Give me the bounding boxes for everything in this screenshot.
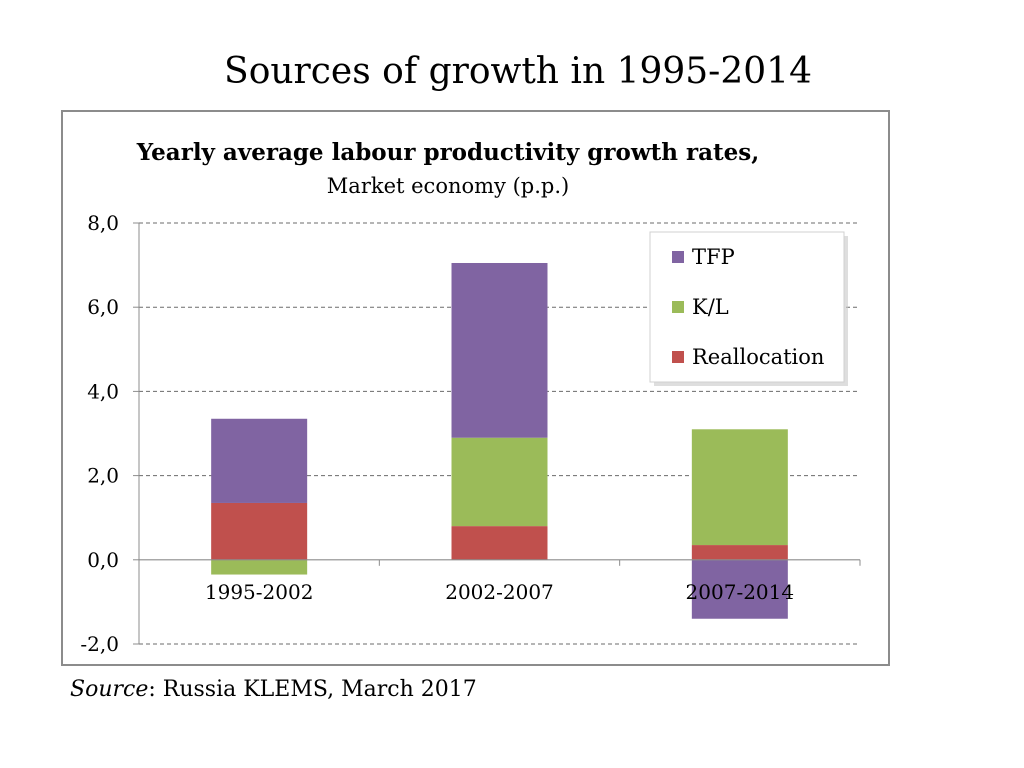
source-text: : Russia KLEMS, March 2017 — [148, 677, 477, 702]
x-tick-label: 1995-2002 — [205, 580, 314, 604]
stacked-bar-chart: Yearly average labour productivity growt… — [80, 139, 861, 656]
bar-reallocation-1 — [211, 502, 308, 560]
bar-reallocation-2 — [451, 526, 548, 560]
legend-label-reallocation: Reallocation — [692, 345, 824, 369]
bar-tfp-2 — [451, 262, 548, 438]
y-tick-label: -2,0 — [80, 632, 119, 656]
y-tick-label: 8,0 — [87, 211, 119, 235]
y-tick-label: 6,0 — [87, 295, 119, 319]
bar-kl-3 — [691, 429, 788, 546]
chart-frame: Yearly average labour productivity growt… — [61, 110, 890, 666]
chart-title: Yearly average labour productivity growt… — [136, 139, 759, 166]
legend: TFP K/L Reallocation — [649, 231, 848, 386]
bar-kl-2 — [451, 437, 548, 527]
legend-swatch-reallocation — [672, 351, 684, 363]
bar-tfp-3 — [691, 559, 788, 619]
y-tick-label: 2,0 — [87, 464, 119, 488]
bar-reallocation-3 — [691, 545, 788, 560]
source-note: Source: Russia KLEMS, March 2017 — [70, 677, 477, 702]
legend-swatch-tfp — [672, 251, 684, 263]
chart-subtitle: Market economy (p.p.) — [327, 174, 569, 198]
slide-title: Sources of growth in 1995-2014 — [224, 51, 812, 92]
y-tick-label: 0,0 — [87, 548, 119, 572]
x-tick-label: 2007-2014 — [686, 580, 795, 604]
axis-layer: 8,0 6,0 4,0 2,0 0,0 -2,0 1995-2002 2002-2007 200… — [80, 211, 861, 656]
bar-kl-1 — [211, 559, 308, 575]
bars-layer — [211, 262, 788, 619]
y-tick-label: 4,0 — [87, 379, 119, 403]
x-tick-label: 2002-2007 — [445, 580, 554, 604]
legend-label-kl: K/L — [692, 295, 729, 319]
legend-label-tfp: TFP — [692, 245, 735, 269]
source-label: Source — [70, 677, 149, 702]
legend-swatch-kl — [672, 301, 684, 313]
bar-tfp-1 — [211, 418, 308, 503]
